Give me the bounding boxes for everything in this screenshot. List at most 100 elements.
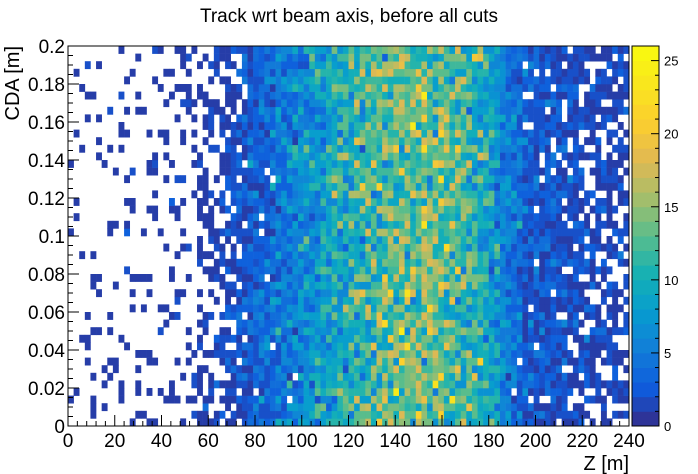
heatmap-cell [79,144,86,153]
heatmap-cell [471,53,478,62]
heatmap-cell [292,61,299,70]
heatmap-cell [253,167,260,176]
heatmap-cell [477,251,484,260]
heatmap-cell [387,289,394,298]
heatmap-cell [219,380,226,389]
heatmap-cell [511,205,518,214]
heatmap-cell [533,388,540,396]
heatmap-cell [539,106,546,115]
heatmap-cell [376,129,383,138]
heatmap-cell [348,137,355,146]
heatmap-cell [264,312,271,320]
heatmap-cell [522,312,529,320]
heatmap-cell [253,266,260,275]
heatmap-cell [443,91,450,100]
heatmap-cell [421,99,428,108]
heatmap-cell [264,205,271,214]
heatmap-cell [398,312,405,320]
heatmap-cell [247,357,254,366]
heatmap-cell [269,243,276,252]
heatmap-cell [421,296,428,305]
heatmap-cell [107,220,114,229]
heatmap-cell [499,395,506,404]
heatmap-cell [342,403,349,412]
heatmap-cell [264,144,271,153]
heatmap-cell [505,114,512,123]
heatmap-cell [365,236,372,244]
heatmap-cell [275,68,282,77]
heatmap-cell [359,372,366,381]
heatmap-cell [275,357,282,366]
heatmap-cell [331,167,338,176]
heatmap-cell [359,144,366,153]
heatmap-cell [197,61,203,70]
heatmap-cell [135,53,142,62]
heatmap-cell [477,167,484,176]
heatmap-cell [533,251,540,260]
heatmap-cell [494,236,501,244]
heatmap-cell [466,236,473,244]
heatmap-cell [404,182,411,191]
heatmap-cell [567,53,574,62]
heatmap-cell [202,365,209,374]
heatmap-cell [544,91,551,100]
heatmap-cell [337,403,344,412]
heatmap-cell [168,68,175,77]
heatmap-cell [298,53,304,62]
heatmap-cell [230,129,237,138]
heatmap-cell [326,388,332,396]
heatmap-cell [550,122,557,130]
heatmap-cell [393,220,400,229]
heatmap-cell [326,129,332,138]
heatmap-cell [191,372,198,381]
heatmap-cell [331,46,338,54]
heatmap-cell [544,182,551,191]
heatmap-cell [522,372,529,381]
heatmap-cell [539,122,546,130]
heatmap-cell [432,84,439,92]
heatmap-cell [303,403,310,412]
heatmap-cell [174,175,181,184]
heatmap-cell [404,167,411,176]
heatmap-cell [561,205,568,214]
heatmap-cell [393,205,400,214]
heatmap-cell [365,190,372,199]
heatmap-cell [427,403,433,412]
heatmap-cell [572,106,579,115]
heatmap-cell [298,152,304,161]
heatmap-cell [544,236,551,244]
heatmap-cell [354,220,361,229]
colorbar-tick-label: 15 [664,200,678,215]
heatmap-cell [516,160,523,168]
heatmap-cell [247,266,254,275]
heatmap-cell [359,205,366,214]
heatmap-cell [499,190,506,199]
heatmap-cell [241,304,248,313]
heatmap-cell [174,251,181,260]
heatmap-cell [359,342,366,351]
heatmap-cell [202,213,209,222]
heatmap-cell [157,129,164,138]
heatmap-cell [298,99,304,108]
heatmap-cell [556,372,562,381]
heatmap-cell [584,312,591,320]
heatmap-cell [365,395,372,404]
heatmap-cell [376,327,383,336]
heatmap-cell [298,342,304,351]
heatmap-cell [460,281,467,290]
heatmap-cell [533,327,540,336]
heatmap-cell [331,61,338,70]
heatmap-cell [326,198,332,206]
heatmap-cell [488,144,495,153]
heatmap-cell [118,46,125,54]
heatmap-cell [443,372,450,381]
heatmap-cell [326,342,332,351]
heatmap-cell [449,266,456,275]
heatmap-cell [230,418,237,427]
heatmap-cell [197,182,203,191]
heatmap-cell [359,182,366,191]
heatmap-cell [230,167,237,176]
heatmap-cell [415,205,422,214]
heatmap-cell [511,182,518,191]
heatmap-cell [438,410,445,419]
